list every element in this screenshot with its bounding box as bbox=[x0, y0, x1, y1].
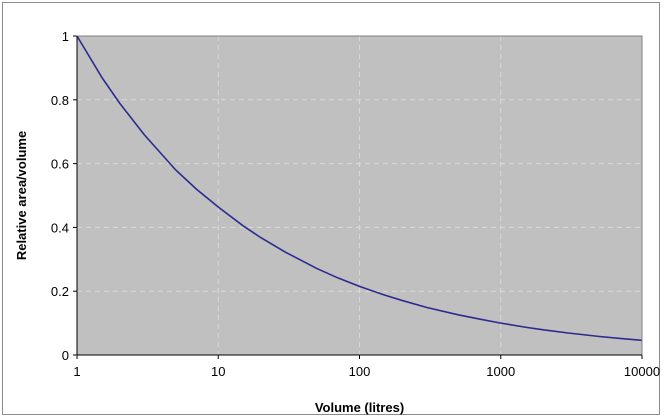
axis-ticks: 0 0.2 0.4 0.6 0.8 1 1 10 100 1000 10000 bbox=[51, 29, 660, 379]
y-tick-label: 0.4 bbox=[51, 220, 69, 235]
y-axis-title: Relative area/volume bbox=[14, 131, 29, 260]
y-tick-label: 0.6 bbox=[51, 157, 69, 172]
gridlines bbox=[77, 36, 642, 355]
x-tick-label: 10 bbox=[211, 364, 225, 379]
x-tick-label: 1000 bbox=[486, 364, 515, 379]
x-tick-label: 1 bbox=[73, 364, 80, 379]
y-tick-label: 0.2 bbox=[51, 284, 69, 299]
y-tick-label: 1 bbox=[62, 29, 69, 44]
y-tick-label: 0 bbox=[62, 348, 69, 363]
series-line bbox=[76, 35, 643, 342]
x-axis-title: Volume (litres) bbox=[315, 400, 404, 415]
x-tick-label: 100 bbox=[349, 364, 371, 379]
y-tick-label: 0.8 bbox=[51, 93, 69, 108]
x-tick-label: 10000 bbox=[624, 364, 660, 379]
